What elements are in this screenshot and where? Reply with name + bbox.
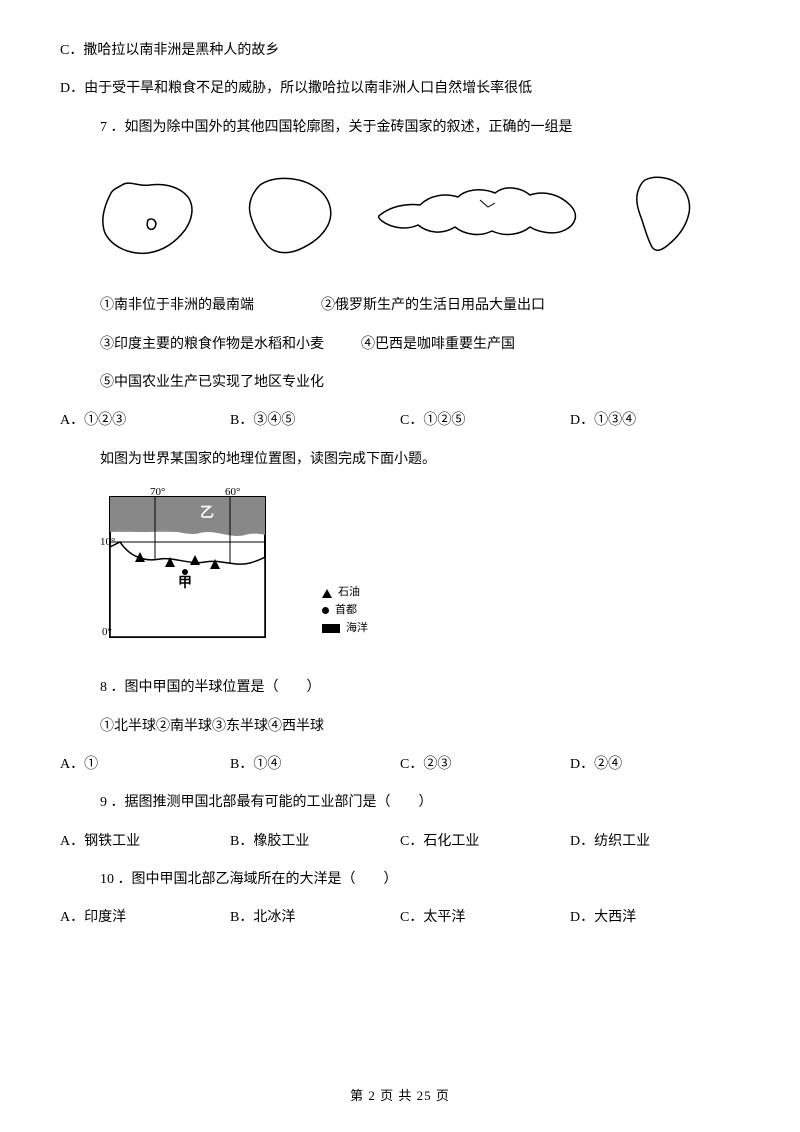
lat-10: 10° — [100, 536, 115, 548]
q10-options: A．印度洋 B．北冰洋 C．太平洋 D．大西洋 — [60, 907, 740, 929]
legend-oil-label: 石油 — [338, 584, 360, 602]
q9-opt-d: D．纺织工业 — [570, 831, 740, 853]
lon-70: 70° — [150, 487, 165, 498]
map-legend: 石油 首都 海洋 — [322, 584, 368, 637]
stmt-3: ③印度主要的粮食作物是水稻和小麦 — [100, 337, 324, 352]
triangle-icon — [322, 589, 332, 598]
q8-opt-c: C．②③ — [400, 754, 570, 776]
q10-opt-a: A．印度洋 — [60, 907, 230, 929]
country-outlines-row — [60, 155, 740, 275]
question-7: 7 ．如图为除中国外的其他四国轮廓图，关于金砖国家的叙述，正确的一组是 — [60, 117, 740, 139]
lat-0: 0° — [102, 626, 112, 638]
q7-opt-d: D．①③④ — [570, 410, 740, 432]
legend-capital: 首都 — [322, 602, 368, 620]
q7-opt-a: A．①②③ — [60, 410, 230, 432]
map-intro: 如图为世界某国家的地理位置图，读图完成下面小题。 — [60, 449, 740, 471]
legend-sea: 海洋 — [322, 620, 368, 638]
q7-options: A．①②③ B．③④⑤ C．①②⑤ D．①③④ — [60, 410, 740, 432]
outline-india — [610, 165, 710, 265]
label-yi: 乙 — [200, 505, 214, 521]
option-d: D．由于受干旱和粮食不足的威胁，所以撒哈拉以南非洲人口自然增长率很低 — [60, 78, 740, 100]
label-jia: 甲 — [178, 575, 192, 591]
dot-icon — [322, 607, 329, 614]
q10-opt-b: B．北冰洋 — [230, 907, 400, 929]
q8-opt-d: D．②④ — [570, 754, 740, 776]
outline-russia — [370, 165, 590, 265]
question-8: 8 ．图中甲国的半球位置是（ ） — [60, 677, 740, 699]
stmt-5: ⑤中国农业生产已实现了地区专业化 — [60, 372, 740, 394]
q7-statements-row2: ③印度主要的粮食作物是水稻和小麦 ④巴西是咖啡重要生产国 — [60, 334, 740, 356]
q7-opt-c: C．①②⑤ — [400, 410, 570, 432]
q8-options: A．① B．①④ C．②③ D．②④ — [60, 754, 740, 776]
question-10: 10 ．图中甲国北部乙海域所在的大洋是（ ） — [60, 869, 740, 891]
q9-opt-a: A．钢铁工业 — [60, 831, 230, 853]
q10-opt-d: D．大西洋 — [570, 907, 740, 929]
q10-opt-c: C．太平洋 — [400, 907, 570, 929]
lon-60: 60° — [225, 487, 240, 498]
option-c: C．撒哈拉以南非洲是黑种人的故乡 — [60, 40, 740, 62]
question-9: 9 ．据图推测甲国北部最有可能的工业部门是（ ） — [60, 792, 740, 814]
q9-opt-b: B．橡胶工业 — [230, 831, 400, 853]
q7-opt-b: B．③④⑤ — [230, 410, 400, 432]
q8-opt-a: A．① — [60, 754, 230, 776]
stmt-4: ④巴西是咖啡重要生产国 — [361, 337, 515, 352]
q9-opt-c: C．石化工业 — [400, 831, 570, 853]
legend-capital-label: 首都 — [335, 602, 357, 620]
q7-statements-row1: ①南非位于非洲的最南端 ②俄罗斯生产的生活日用品大量出口 — [60, 295, 740, 317]
country-map: 70° 60° 10° 0° 乙 甲 石油 首都 海洋 — [100, 487, 360, 657]
stmt-2: ②俄罗斯生产的生活日用品大量出口 — [321, 298, 545, 313]
outline-south-africa — [90, 165, 210, 265]
legend-oil: 石油 — [322, 584, 368, 602]
page-footer: 第 2 页 共 25 页 — [0, 1086, 800, 1107]
rect-icon — [322, 624, 340, 633]
q8-opt-b: B．①④ — [230, 754, 400, 776]
outline-brazil — [230, 165, 350, 265]
q9-options: A．钢铁工业 B．橡胶工业 C．石化工业 D．纺织工业 — [60, 831, 740, 853]
stmt-1: ①南非位于非洲的最南端 — [100, 298, 254, 313]
q8-stems: ①北半球②南半球③东半球④西半球 — [60, 716, 740, 738]
legend-sea-label: 海洋 — [346, 620, 368, 638]
